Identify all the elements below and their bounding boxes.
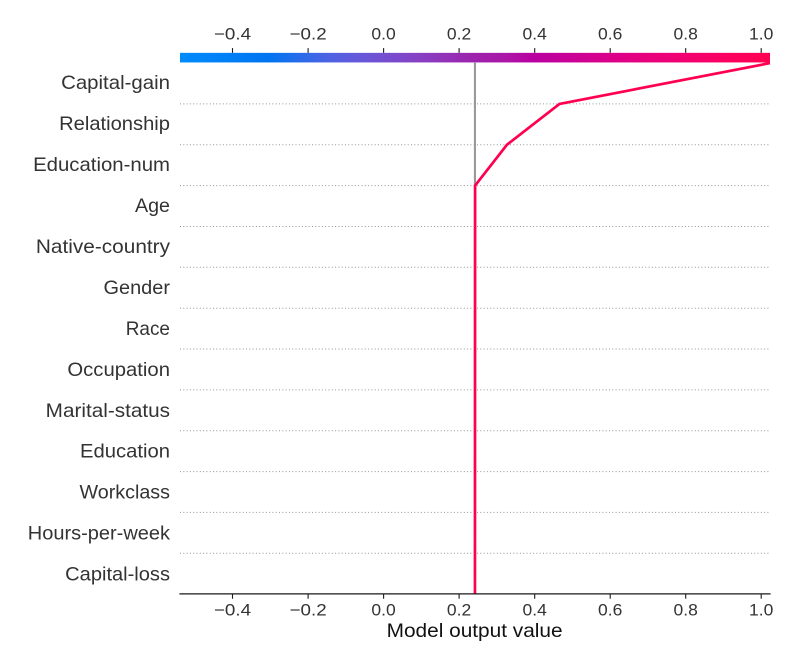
svg-text:0.8: 0.8 xyxy=(674,26,698,44)
svg-text:Relationship: Relationship xyxy=(59,114,170,135)
svg-text:0.4: 0.4 xyxy=(523,602,547,620)
svg-text:1.0: 1.0 xyxy=(749,26,773,44)
svg-text:Hours-per-week: Hours-per-week xyxy=(28,524,171,545)
svg-text:Marital-status: Marital-status xyxy=(46,401,170,422)
svg-text:0.2: 0.2 xyxy=(447,602,471,620)
svg-text:Capital-gain: Capital-gain xyxy=(61,73,170,94)
svg-text:Capital-loss: Capital-loss xyxy=(65,565,170,586)
svg-text:Race: Race xyxy=(126,319,170,340)
svg-text:1.0: 1.0 xyxy=(749,602,773,620)
svg-text:Model output value: Model output value xyxy=(387,620,563,642)
svg-text:−0.2: −0.2 xyxy=(290,602,327,620)
svg-text:0.8: 0.8 xyxy=(674,602,698,620)
svg-text:0.2: 0.2 xyxy=(447,26,471,44)
svg-text:−0.4: −0.4 xyxy=(214,26,251,44)
svg-text:−0.4: −0.4 xyxy=(214,602,251,620)
svg-text:0.6: 0.6 xyxy=(598,602,622,620)
svg-text:Occupation: Occupation xyxy=(67,360,170,381)
svg-text:Native-country: Native-country xyxy=(36,237,171,258)
svg-text:Education-num: Education-num xyxy=(33,155,170,176)
svg-text:Gender: Gender xyxy=(104,278,171,299)
svg-text:−0.2: −0.2 xyxy=(290,26,327,44)
svg-text:0.6: 0.6 xyxy=(598,26,622,44)
svg-text:0.0: 0.0 xyxy=(371,602,395,620)
svg-text:Workclass: Workclass xyxy=(80,483,171,504)
svg-text:0.0: 0.0 xyxy=(371,26,395,44)
svg-text:0.4: 0.4 xyxy=(523,26,547,44)
svg-text:Education: Education xyxy=(80,442,170,463)
svg-text:Age: Age xyxy=(135,196,170,217)
